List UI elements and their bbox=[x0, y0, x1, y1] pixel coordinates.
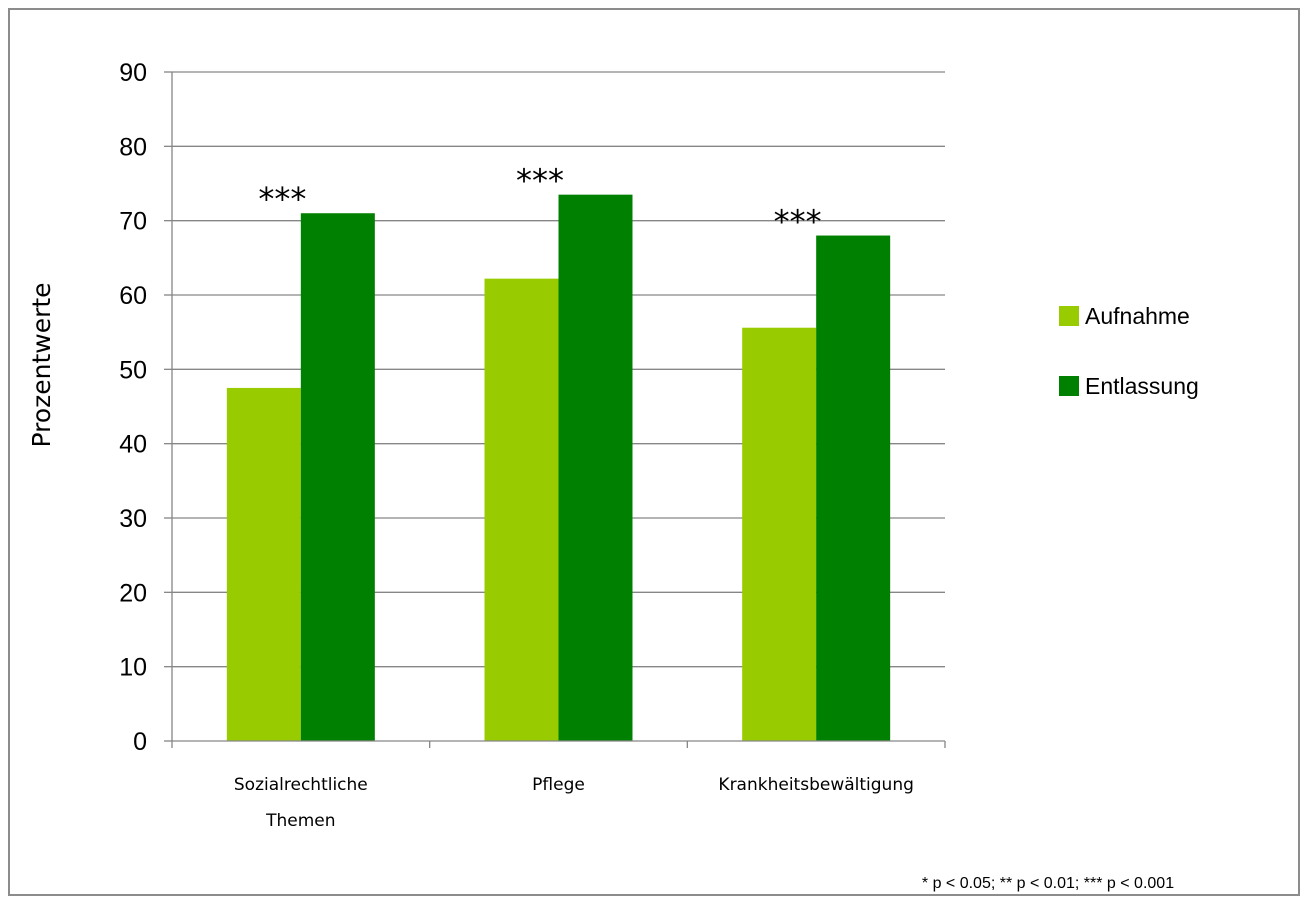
legend-label-entlassung: Entlassung bbox=[1085, 373, 1199, 399]
y-tick-label: 80 bbox=[119, 133, 147, 161]
bar-entlassung-3 bbox=[816, 235, 891, 742]
x-tick-label: Pflege bbox=[532, 775, 585, 795]
legend: Aufnahme Entlassung bbox=[1059, 303, 1199, 399]
bars bbox=[226, 194, 891, 742]
y-tick-label: 0 bbox=[133, 728, 147, 756]
y-tick-label: 50 bbox=[119, 356, 147, 384]
legend-swatch-entlassung bbox=[1059, 376, 1079, 396]
bar-aufnahme-3 bbox=[742, 327, 817, 741]
y-axis-label: Prozentwerte bbox=[27, 282, 56, 447]
chart-frame bbox=[8, 8, 1300, 896]
bar-aufnahme-1 bbox=[226, 387, 301, 741]
bar-aufnahme-2 bbox=[484, 278, 559, 741]
significance-marker: *** bbox=[258, 180, 306, 218]
y-tick-label: 90 bbox=[119, 59, 147, 87]
significance-marker: *** bbox=[774, 203, 822, 241]
footnote: * p < 0.05; ** p < 0.01; *** p < 0.001 bbox=[922, 875, 1174, 892]
y-tick-label: 70 bbox=[119, 208, 147, 236]
x-tick-labels: Sozialrechtliche Themen Pflege Krankheitsbe… bbox=[234, 775, 914, 831]
x-tick-label: Sozialrechtliche Themen bbox=[234, 775, 368, 831]
axes bbox=[164, 71, 946, 748]
y-tick-label: 30 bbox=[119, 505, 147, 533]
x-tick-label: Krankheitsbewältigung bbox=[718, 775, 913, 795]
legend-label-aufnahme: Aufnahme bbox=[1085, 303, 1190, 329]
y-tick-label: 60 bbox=[119, 282, 147, 310]
bar-entlassung-1 bbox=[300, 213, 375, 741]
significance-markers: *** *** *** bbox=[258, 162, 821, 241]
y-tick-label: 10 bbox=[119, 654, 147, 682]
y-tick-labels: 0 10 20 30 40 50 60 70 80 90 bbox=[119, 59, 147, 756]
legend-swatch-aufnahme bbox=[1059, 306, 1079, 326]
y-tick-label: 40 bbox=[119, 431, 147, 459]
y-tick-label: 20 bbox=[119, 579, 147, 607]
significance-marker: *** bbox=[516, 162, 564, 200]
bar-entlassung-2 bbox=[558, 194, 633, 741]
